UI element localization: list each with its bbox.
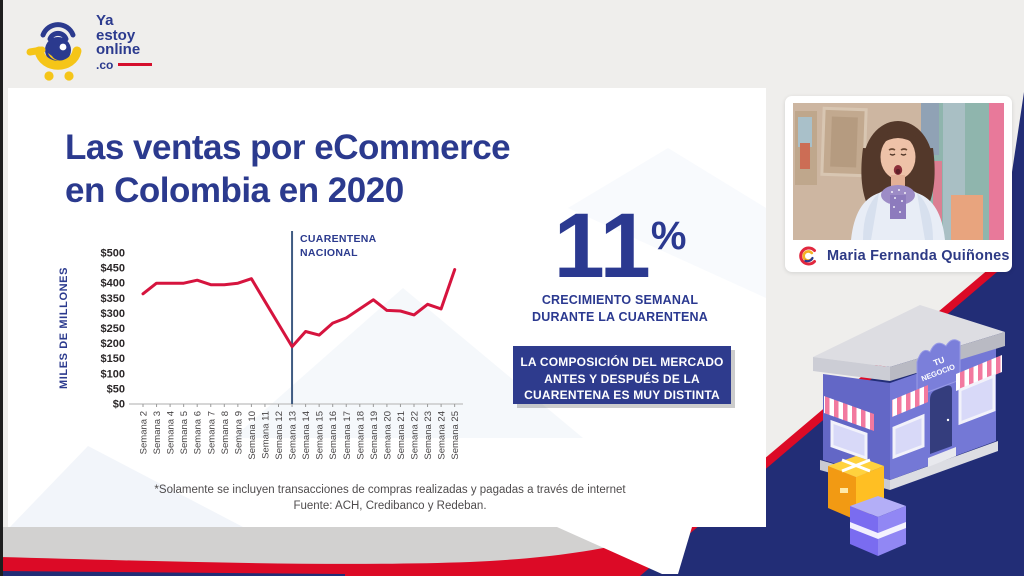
sales-line-chart: $0 $50 $100 $150 $200 $250 $300 $350 $400 $450 $50… <box>58 231 463 460</box>
annotation-line1: CUARENTENA <box>300 233 377 245</box>
x-axis-tick-label: Semana 5 <box>179 411 190 454</box>
webcam-video <box>793 103 1004 240</box>
callout-line2: ANTES Y DESPUÉS DE LA <box>544 371 700 386</box>
stat-caption: CRECIMIENTO SEMANAL DURANTE LA CUARENTEN… <box>506 292 734 326</box>
y-axis-tick-label: $500 <box>101 248 125 260</box>
footnote-line1: *Solamente se incluyen transacciones de … <box>154 484 626 496</box>
brand-red-dash <box>118 63 153 67</box>
x-axis-tick-label: Semana 8 <box>220 411 231 454</box>
webcam-caption: Maria Fernanda Quiñones <box>785 240 1012 272</box>
y-axis-title: MILES DE MILLONES <box>58 267 70 389</box>
x-axis-tick-label: Semana 16 <box>328 411 339 460</box>
x-axis-tick-label: Semana 24 <box>437 411 448 460</box>
slide-footnote: *Solamente se incluyen transacciones de … <box>35 482 745 514</box>
x-axis-tick-label: Semana 14 <box>301 411 312 460</box>
stat-block: 11% CRECIMIENTO SEMANAL DURANTE LA CUARE… <box>506 195 734 326</box>
x-axis-tick-label: Semana 20 <box>382 411 393 460</box>
x-axis-tick-label: Semana 11 <box>260 411 271 459</box>
slide-watermark <box>10 148 766 527</box>
webcam-card: Maria Fernanda Quiñones <box>785 96 1012 272</box>
x-axis-tick-label: Semana 13 <box>288 411 299 460</box>
y-axis-tick-label: $450 <box>101 263 125 275</box>
speaker-name: Maria Fernanda Quiñones <box>827 248 1010 264</box>
x-axis-tick-label: Semana 25 <box>450 411 461 460</box>
webcam-video-frame <box>793 103 1004 240</box>
brand-word-estoy: estoy <box>96 26 136 44</box>
stat-value: 11 <box>553 195 651 297</box>
annotation-line2: NACIONAL <box>300 247 358 259</box>
x-axis-tick-label: Semana 15 <box>315 411 326 460</box>
brand-word-online: online <box>96 41 141 58</box>
sales-line-series <box>141 268 457 349</box>
callout-line3: CUARENTENA ES MUY DISTINTA <box>524 388 720 402</box>
brand-logo: Ya estoy online .co <box>22 8 272 86</box>
x-axis-tick-label: Semana 3 <box>152 411 163 454</box>
brand-wordmark: Ya estoy online .co <box>96 12 153 73</box>
x-axis-tick-label: Semana 10 <box>247 411 258 460</box>
y-axis-tick-label: $150 <box>101 353 125 365</box>
slide-title: Las ventas por eCommerce en Colombia en … <box>65 126 511 212</box>
x-axis-tick-label: Semana 22 <box>410 411 421 460</box>
y-axis-tick-label: $250 <box>101 323 125 335</box>
presentation-slide: Las ventas por eCommerce en Colombia en … <box>8 88 766 527</box>
x-axis-tick-label: Semana 19 <box>369 411 380 460</box>
cart-wifi-icon <box>26 22 82 81</box>
stat-caption-line1: CRECIMIENTO SEMANAL <box>541 293 699 307</box>
awning-left <box>824 396 874 431</box>
x-axis-tick-label: Semana 23 <box>423 411 434 460</box>
x-axis-tick-label: Semana 18 <box>355 411 366 460</box>
callout-line1: LA COMPOSICIÓN DEL MERCADO <box>520 355 724 369</box>
store-sign <box>916 339 961 397</box>
footnote-line2: Fuente: ACH, Credibanco y Redeban. <box>293 500 487 512</box>
stat-percent-sign: % <box>650 214 687 258</box>
slide-title-line2: en Colombia en 2020 <box>65 171 404 210</box>
x-axis-tick-label: Semana 7 <box>206 411 217 454</box>
x-axis-tick-label: Semana 2 <box>139 411 150 454</box>
x-axis-tick-label: Semana 21 <box>396 411 407 460</box>
screen-left-edge <box>0 0 3 576</box>
store-illustration: TU NEGOCIO <box>813 305 1005 556</box>
brand-word-co: .co <box>96 58 153 73</box>
y-axis-tick-label: $200 <box>101 338 125 350</box>
x-axis-tick-label: Semana 17 <box>342 411 353 460</box>
stat-caption-line2: DURANTE LA CUARENTENA <box>532 310 708 324</box>
store-sign-line1: TU <box>932 354 946 367</box>
y-axis-tick-label: $350 <box>101 293 125 305</box>
x-axis-tick-label: Semana 9 <box>233 411 244 454</box>
callout-box: LA COMPOSICIÓN DEL MERCADO ANTES Y DESPU… <box>513 346 731 404</box>
brand-word-ya: Ya <box>96 12 114 29</box>
ccce-logo-icon <box>799 246 816 266</box>
slide-title-line1: Las ventas por eCommerce <box>65 128 511 167</box>
y-axis-tick-label: $0 <box>113 399 125 411</box>
x-axis-tick-label: Semana 12 <box>274 411 285 460</box>
white-wedge <box>557 527 692 574</box>
y-axis-tick-label: $100 <box>101 368 125 380</box>
awning-right <box>956 355 1002 391</box>
package-purple <box>850 496 906 556</box>
navy-bottom-strip <box>0 571 345 576</box>
x-axis-tick-label: Semana 6 <box>193 411 204 454</box>
awning-middle <box>892 385 928 417</box>
y-axis-tick-label: $400 <box>101 278 125 290</box>
y-axis-tick-label: $50 <box>107 383 125 395</box>
y-axis-tick-label: $300 <box>101 308 125 320</box>
x-axis-tick-label: Semana 4 <box>166 411 177 454</box>
